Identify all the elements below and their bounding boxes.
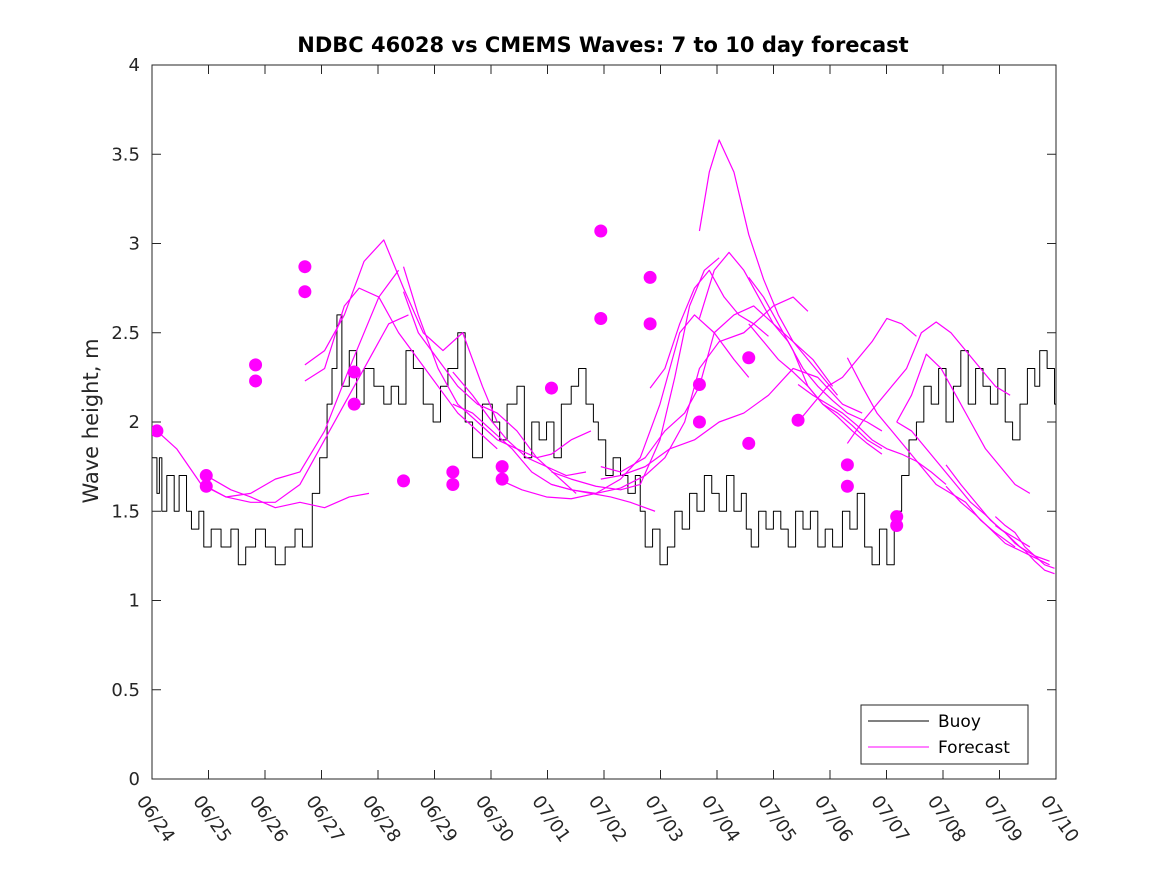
forecast-init-marker-16	[594, 311, 608, 325]
series-group	[152, 139, 1056, 575]
forecast-series-line-27	[945, 485, 1050, 566]
forecast-series-line-21	[797, 317, 917, 423]
y-tick-label: 1.5	[111, 501, 140, 522]
forecast-series-line-5	[304, 287, 498, 450]
forecast-init-marker-27	[890, 519, 904, 533]
forecast-init-marker-5	[298, 260, 312, 274]
forecast-series-line-24	[896, 353, 1031, 494]
y-tick-label: 2.5	[111, 323, 140, 344]
forecast-series-line-16	[698, 139, 838, 396]
y-tick-label: 4	[129, 55, 140, 76]
forecast-series-line-20	[797, 384, 947, 485]
forecast-init-marker-4	[249, 374, 263, 388]
legend-box	[860, 704, 1029, 765]
forecast-init-marker-17	[643, 270, 657, 284]
forecast-init-marker-2	[199, 479, 213, 493]
y-tick-label: 0	[129, 769, 140, 790]
forecast-init-marker-21	[742, 351, 756, 365]
forecast-init-marker-3	[249, 358, 263, 372]
forecast-init-marker-25	[840, 479, 854, 493]
forecast-init-marker-20	[692, 415, 706, 429]
forecast-init-marker-19	[692, 378, 706, 392]
forecast-series-line-25	[896, 421, 1031, 548]
forecast-series-line-2	[205, 475, 370, 509]
forecast-init-marker-11	[446, 477, 460, 491]
legend: Buoy Forecast	[860, 704, 1029, 765]
forecast-series-line-11	[551, 257, 720, 491]
forecast-series-line-14	[600, 367, 863, 480]
forecast-init-marker-23	[791, 413, 805, 427]
forecast-init-marker-10	[446, 465, 460, 479]
forecast-series-line-29	[994, 525, 1055, 575]
legend-forecast-label: Forecast	[938, 738, 1010, 758]
forecast-init-marker-26	[890, 510, 904, 524]
forecast-init-marker-0	[152, 424, 164, 438]
forecast-init-marker-9	[397, 474, 411, 488]
forecast-series-line-15	[649, 269, 769, 389]
forecast-series-line-19	[748, 323, 883, 455]
forecast-init-marker-15	[594, 224, 608, 238]
buoy-series-line	[152, 314, 1056, 566]
y-axis-label: Wave height, m	[79, 338, 103, 503]
forecast-init-marker-12	[495, 460, 509, 474]
forecast-init-marker-13	[495, 472, 509, 486]
y-tick-label: 1	[129, 591, 140, 612]
forecast-series-line-12	[551, 296, 809, 494]
y-tick-label: 3.5	[111, 144, 140, 165]
chart-title: NDBC 46028 vs CMEMS Waves: 7 to 10 day f…	[297, 33, 908, 57]
forecast-series-line-3	[205, 314, 409, 503]
forecast-init-marker-22	[742, 436, 756, 450]
y-tick-label: 2	[129, 412, 140, 433]
legend-buoy-label: Buoy	[938, 712, 981, 732]
y-tick-label: 3	[129, 234, 140, 255]
forecast-series-line-28	[994, 516, 1055, 569]
forecast-init-marker-6	[298, 285, 312, 299]
forecast-init-marker-1	[199, 469, 213, 483]
forecast-init-marker-24	[840, 458, 854, 472]
forecast-series-line-1	[156, 269, 400, 498]
forecast-init-marker-8	[347, 397, 361, 411]
forecast-series-line-23	[846, 321, 1011, 444]
forecast-init-marker-18	[643, 317, 657, 331]
y-tick-label: 0.5	[111, 680, 140, 701]
forecast-init-marker-7	[347, 365, 361, 379]
forecast-series-line-8	[452, 371, 587, 477]
forecast-init-marker-14	[544, 381, 558, 395]
